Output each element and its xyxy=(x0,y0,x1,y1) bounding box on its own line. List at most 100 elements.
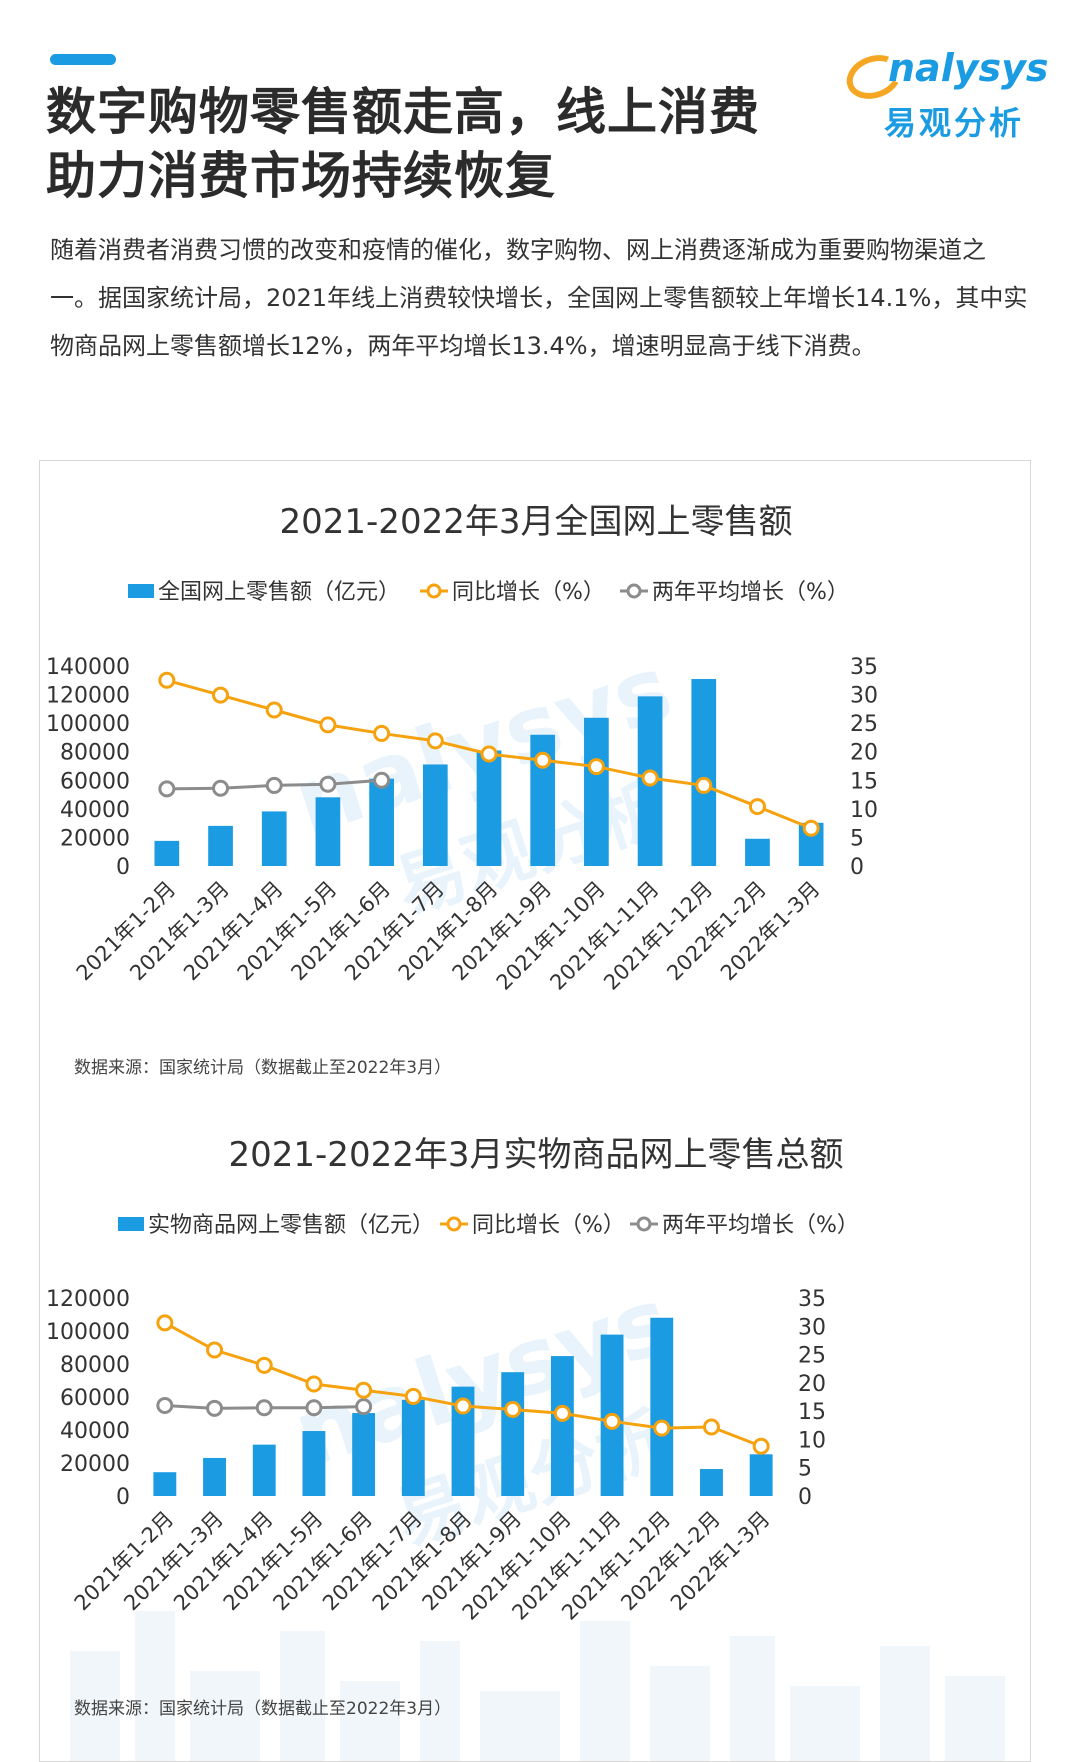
y-left-tick-label: 120000 xyxy=(46,1287,130,1312)
y-right-tick-label: 10 xyxy=(798,1428,826,1453)
avg-growth-point-3 xyxy=(319,775,337,793)
legend-label-yoy: 同比增长（%） xyxy=(472,1213,625,1238)
avg-growth-point-1 xyxy=(206,1399,224,1417)
bar-1 xyxy=(203,1457,226,1496)
yoy-growth-point-8 xyxy=(553,1404,571,1422)
legend-bar-swatch xyxy=(118,1217,144,1231)
page-title: 数字购物零售额走高，线上消费 助力消费市场持续恢复 xyxy=(46,80,866,208)
yoy-growth-point-1 xyxy=(206,1341,224,1359)
legend-yoy-marker xyxy=(426,583,442,599)
yoy-growth-point-9 xyxy=(641,769,659,787)
logo-text-cn: 易观分析 xyxy=(884,104,1025,142)
title-accent-bar xyxy=(50,54,116,65)
bar-12 xyxy=(749,1454,773,1496)
bar-5 xyxy=(401,1399,425,1496)
yoy-growth-point-6 xyxy=(480,745,498,763)
y-right-tick-label: 15 xyxy=(850,769,878,794)
y-left-tick-label: 60000 xyxy=(60,1386,130,1411)
yoy-growth-point-10 xyxy=(653,1419,671,1437)
bar-2 xyxy=(261,811,287,866)
y-left-tick-label: 20000 xyxy=(60,1452,130,1477)
bar-6 xyxy=(476,750,502,866)
y-right-tick-label: 20 xyxy=(798,1372,826,1397)
avg-growth-point-3 xyxy=(305,1399,323,1417)
yoy-growth-point-11 xyxy=(702,1418,720,1436)
y-left-tick-label: 0 xyxy=(116,1485,130,1510)
yoy-growth-point-4 xyxy=(355,1381,373,1399)
avg-growth-point-4 xyxy=(355,1398,373,1416)
legend-avg-marker xyxy=(626,583,642,599)
bar-8 xyxy=(550,1356,574,1496)
y-left-tick-label: 20000 xyxy=(60,826,130,851)
y-left-tick-label: 140000 xyxy=(46,655,130,680)
legend-label-avg: 两年平均增长（%） xyxy=(662,1213,859,1238)
bar-10 xyxy=(650,1317,674,1496)
y-right-tick-label: 5 xyxy=(798,1457,812,1482)
legend-label-avg: 两年平均增长（%） xyxy=(652,580,849,605)
bar-11 xyxy=(700,1469,723,1496)
bar-8 xyxy=(584,717,609,866)
y-right-tick-label: 10 xyxy=(850,798,878,823)
yoy-growth-point-3 xyxy=(319,716,337,734)
legend-bar-swatch xyxy=(128,584,154,598)
y-left-tick-label: 100000 xyxy=(46,1320,130,1345)
y-right-tick-label: 25 xyxy=(850,712,878,737)
yoy-growth-point-5 xyxy=(404,1387,422,1405)
yoy-growth-point-0 xyxy=(158,671,176,689)
yoy-growth-point-2 xyxy=(265,701,283,719)
y-left-tick-label: 80000 xyxy=(60,1353,130,1378)
bar-4 xyxy=(352,1413,376,1496)
chart-physical-goods-retail: nalysys易观分析2021-2022年3月实物商品网上零售总额实物商品网上零… xyxy=(46,1135,859,1625)
page-title-line-1: 数字购物零售额走高，线上消费 xyxy=(46,83,760,141)
chart-0-title: 2021-2022年3月全国网上零售额 xyxy=(280,502,793,542)
chart-online-retail: nalysys易观分析2021-2022年3月全国网上零售额全国网上零售额（亿元… xyxy=(46,502,878,995)
bar-7 xyxy=(501,1372,525,1496)
y-right-tick-label: 20 xyxy=(850,741,878,766)
bar-3 xyxy=(315,797,341,866)
analysys-logo: nalysys 易观分析 xyxy=(840,46,1056,146)
legend-avg-marker xyxy=(636,1216,652,1232)
yoy-growth-point-1 xyxy=(212,686,230,704)
city-skyline-decoration xyxy=(70,1611,1005,1761)
yoy-growth-point-3 xyxy=(305,1375,323,1393)
page-title-line-2: 助力消费市场持续恢复 xyxy=(46,147,556,205)
bar-6 xyxy=(451,1386,475,1496)
legend-label-bar: 全国网上零售额（亿元） xyxy=(158,580,400,605)
avg-growth-point-0 xyxy=(156,1396,174,1414)
legend-label-bar: 实物商品网上零售额（亿元） xyxy=(148,1213,434,1238)
yoy-growth-point-4 xyxy=(373,724,391,742)
legend-yoy-marker xyxy=(446,1216,462,1232)
y-left-tick-label: 40000 xyxy=(60,798,130,823)
yoy-growth-point-12 xyxy=(802,819,820,837)
yoy-growth-point-11 xyxy=(748,798,766,816)
bar-5 xyxy=(422,764,448,866)
chart-panel: nalysys易观分析2021-2022年3月全国网上零售额全国网上零售额（亿元… xyxy=(39,460,1031,1762)
avg-growth-point-1 xyxy=(212,779,230,797)
yoy-growth-point-7 xyxy=(534,751,552,769)
yoy-growth-point-2 xyxy=(255,1356,273,1374)
bar-4 xyxy=(369,778,394,866)
yoy-growth-point-9 xyxy=(603,1412,621,1430)
avg-growth-point-0 xyxy=(158,780,176,798)
y-right-tick-label: 5 xyxy=(850,826,864,851)
y-left-tick-label: 40000 xyxy=(60,1419,130,1444)
bar-11 xyxy=(745,838,770,866)
bar-0 xyxy=(154,840,180,866)
avg-growth-point-2 xyxy=(265,776,283,794)
yoy-growth-point-10 xyxy=(695,776,713,794)
avg-growth-point-2 xyxy=(255,1399,273,1417)
y-right-tick-label: 25 xyxy=(798,1344,826,1369)
y-left-tick-label: 120000 xyxy=(46,684,130,709)
y-right-tick-label: 35 xyxy=(850,655,878,680)
chart-source-2: 数据来源：国家统计局（数据截止至2022年3月） xyxy=(74,1699,452,1719)
legend-label-yoy: 同比增长（%） xyxy=(452,580,605,605)
logo-text-en: nalysys xyxy=(888,46,1049,90)
y-right-tick-label: 30 xyxy=(850,684,878,709)
y-left-tick-label: 60000 xyxy=(60,769,130,794)
yoy-growth-point-6 xyxy=(454,1397,472,1415)
bar-1 xyxy=(208,825,233,866)
y-right-tick-label: 30 xyxy=(798,1315,826,1340)
y-right-tick-label: 0 xyxy=(798,1485,812,1510)
y-right-tick-label: 35 xyxy=(798,1287,826,1312)
y-right-tick-label: 15 xyxy=(798,1400,826,1425)
